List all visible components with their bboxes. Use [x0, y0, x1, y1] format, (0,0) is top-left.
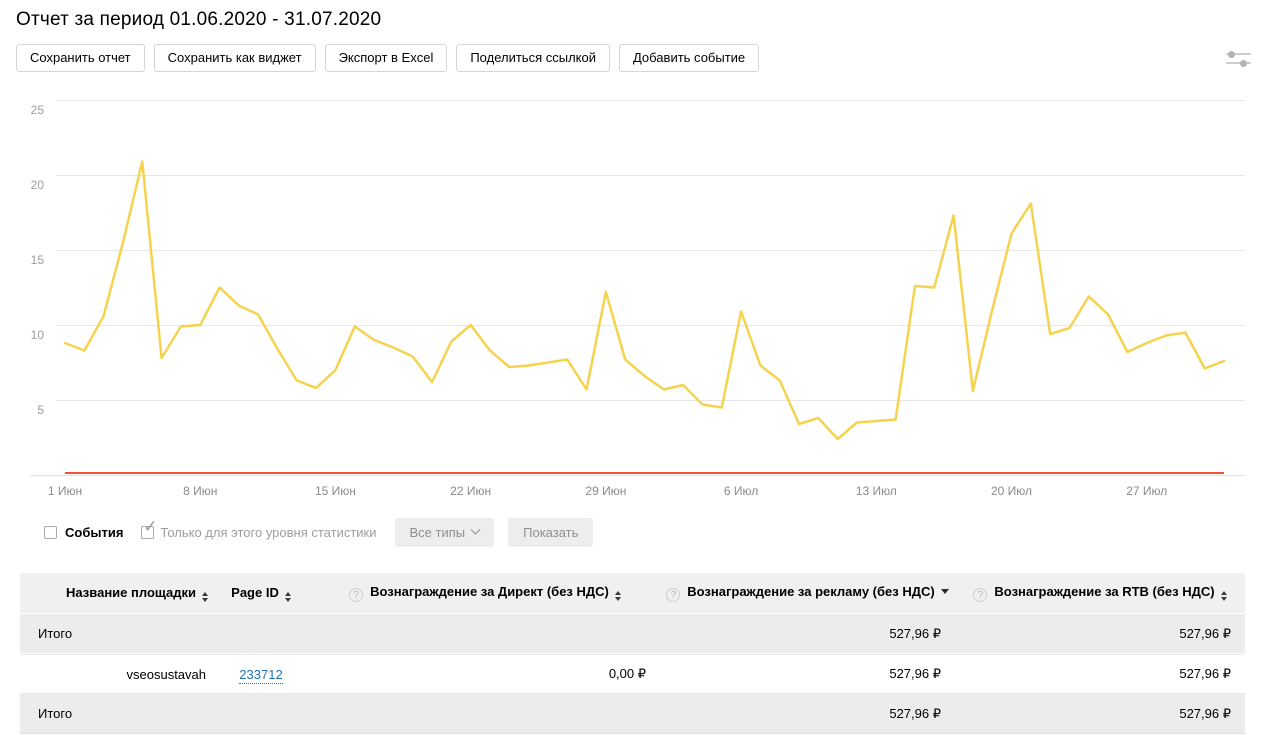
- cell-ads-reward: 527,96 ₽: [660, 694, 955, 734]
- slider-row-icon: [1226, 59, 1251, 67]
- x-axis-tick-label: 6 Июл: [724, 484, 758, 498]
- cell-rtb-reward: 527,96 ₽: [955, 614, 1245, 654]
- save-report-button[interactable]: Сохранить отчет: [16, 44, 145, 72]
- x-axis-tick-label: 1 Июн: [48, 484, 82, 498]
- column-header-page-id[interactable]: Page ID: [212, 573, 310, 614]
- column-label: Вознаграждение за рекламу (без НДС): [687, 584, 935, 599]
- page-id-link[interactable]: 233712: [239, 666, 283, 684]
- chart-settings-sliders-icon[interactable]: [1226, 46, 1251, 71]
- column-header-site-name[interactable]: Название площадки: [20, 573, 212, 614]
- events-checkbox[interactable]: [44, 525, 57, 539]
- cell-site-name: vseosustavah: [20, 654, 212, 694]
- save-as-widget-button[interactable]: Сохранить как виджет: [153, 44, 316, 72]
- slider-row-icon: [1226, 50, 1251, 58]
- level-only-checkbox[interactable]: ✓: [141, 518, 158, 539]
- x-axis-tick-label: 13 Июл: [856, 484, 897, 498]
- add-event-button[interactable]: Добавить событие: [618, 44, 760, 72]
- column-header-rtb-reward[interactable]: ? Вознаграждение за RTB (без НДС): [955, 573, 1245, 614]
- column-header-ads-reward[interactable]: ? Вознаграждение за рекламу (без НДС): [660, 573, 955, 614]
- table-row-total-top: Итого 527,96 ₽ 527,96 ₽: [20, 614, 1245, 654]
- event-types-dropdown[interactable]: Все типы: [394, 517, 495, 547]
- cell-rtb-reward: 527,96 ₽: [955, 654, 1245, 694]
- level-only-checkbox-label: Только для этого уровня статистики: [160, 524, 377, 540]
- sort-icon: [284, 591, 291, 602]
- x-axis-tick-label: 20 Июл: [991, 484, 1032, 498]
- share-link-button[interactable]: Поделиться ссылкой: [456, 44, 610, 72]
- report-chart: 5 10 15 20 25 1 Июн 8 Июн 15 Июн 22 Июн 29 Июн 6 И…: [30, 100, 1245, 498]
- checkmark-icon: ✓: [143, 516, 158, 536]
- cell-direct-reward: 0,00 ₽: [310, 654, 660, 694]
- export-excel-button[interactable]: Экспорт в Excel: [324, 44, 448, 72]
- cell-ads-reward: 527,96 ₽: [660, 614, 955, 654]
- column-label: Название площадки: [66, 584, 196, 600]
- y-axis-tick-label: 20: [31, 178, 45, 192]
- sort-icon: [1220, 591, 1227, 601]
- revenue-line: [63, 160, 1226, 441]
- cell-page-id: [212, 694, 310, 734]
- help-icon[interactable]: ?: [349, 588, 364, 602]
- column-label: Page ID: [231, 584, 279, 600]
- sort-icon: [202, 591, 208, 602]
- y-axis-tick-label: 10: [31, 328, 45, 342]
- column-label: Вознаграждение за Директ (без НДС): [370, 584, 609, 599]
- help-icon[interactable]: ?: [666, 588, 681, 602]
- x-axis-tick-label: 8 Июн: [183, 484, 217, 498]
- events-checkbox-label: События: [65, 524, 124, 540]
- page-title: Отчет за период 01.06.2020 - 31.07.2020: [16, 9, 382, 30]
- x-axis-tick-label: 29 Июн: [585, 484, 626, 498]
- sort-desc-icon: [940, 589, 949, 594]
- x-axis-tick-label: 27 Июл: [1126, 484, 1167, 498]
- show-button[interactable]: Показать: [508, 517, 594, 547]
- y-axis-tick-label: 15: [31, 253, 45, 267]
- toolbar: Сохранить отчет Сохранить как виджет Экс…: [16, 44, 1265, 72]
- cell-page-id: 233712: [212, 654, 310, 694]
- events-controls: События ✓ Только для этого уровня статис…: [44, 517, 1265, 547]
- total-label: Итого: [20, 694, 212, 734]
- y-axis-tick-label: 5: [37, 403, 44, 417]
- table-row-site: vseosustavah 233712 0,00 ₽ 527,96 ₽ 527,…: [20, 654, 1245, 694]
- sort-icon: [614, 591, 621, 601]
- cell-ads-reward: 527,96 ₽: [660, 654, 955, 694]
- chevron-down-icon: [470, 524, 481, 535]
- cell-page-id: [212, 614, 310, 654]
- report-table: Название площадки Page ID ? Вознаграждени…: [20, 573, 1245, 734]
- x-axis-tick-label: 15 Июн: [315, 484, 356, 498]
- cell-rtb-reward: 527,96 ₽: [955, 694, 1245, 734]
- total-label: Итого: [20, 614, 212, 654]
- cell-direct-reward: [310, 694, 660, 734]
- column-header-direct-reward[interactable]: ? Вознаграждение за Директ (без НДС): [310, 573, 660, 614]
- event-types-dropdown-label: Все типы: [409, 524, 466, 540]
- table-header-row: Название площадки Page ID ? Вознаграждени…: [20, 573, 1245, 614]
- y-axis-tick-label: 25: [31, 103, 45, 117]
- chart-area: 5 10 15 20 25 1 Июн 8 Июн 15 Июн 22 Июн 29 Июн 6 И…: [0, 90, 1265, 505]
- column-label: Вознаграждение за RTB (без НДС): [994, 584, 1215, 599]
- table-row-total-bottom: Итого 527,96 ₽ 527,96 ₽: [20, 694, 1245, 734]
- cell-direct-reward: [310, 614, 660, 654]
- x-axis-tick-label: 22 Июн: [450, 484, 491, 498]
- help-icon[interactable]: ?: [973, 588, 988, 602]
